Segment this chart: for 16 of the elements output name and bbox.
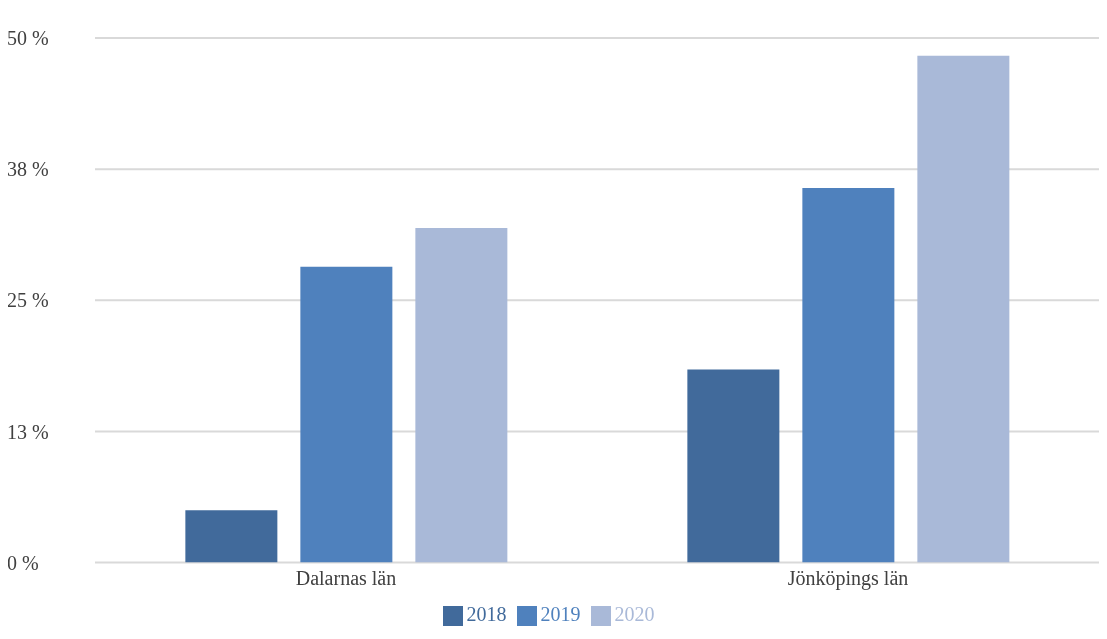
y-tick-label: 0 % (7, 551, 39, 574)
legend-label: 2018 (466, 602, 507, 625)
x-tick-label: Dalarnas län (295, 566, 397, 589)
bar (917, 55, 1010, 563)
legend-label: 2020 (614, 602, 655, 625)
bar (802, 188, 895, 563)
bar (687, 369, 780, 563)
y-tick-label: 38 % (7, 158, 49, 181)
y-tick-label: 13 % (7, 420, 49, 443)
y-tick-label: 50 % (7, 27, 49, 50)
bar (300, 266, 393, 563)
legend-label: 2019 (540, 602, 581, 625)
bar (185, 510, 278, 563)
y-tick-label: 25 % (7, 289, 49, 312)
bar (415, 227, 508, 563)
x-tick-label: Jönköpings län (787, 566, 909, 590)
